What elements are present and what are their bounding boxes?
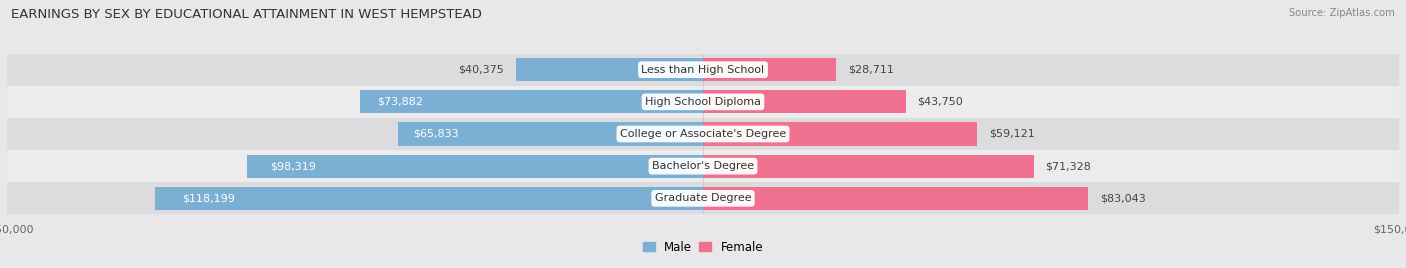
- Text: $43,750: $43,750: [918, 97, 963, 107]
- Bar: [247, 155, 703, 178]
- Bar: [155, 187, 703, 210]
- Bar: [703, 155, 1033, 178]
- Bar: [703, 90, 905, 113]
- Text: Source: ZipAtlas.com: Source: ZipAtlas.com: [1289, 8, 1395, 18]
- Text: $71,328: $71,328: [1046, 161, 1091, 171]
- Text: High School Diploma: High School Diploma: [645, 97, 761, 107]
- Bar: [703, 122, 977, 146]
- Text: EARNINGS BY SEX BY EDUCATIONAL ATTAINMENT IN WEST HEMPSTEAD: EARNINGS BY SEX BY EDUCATIONAL ATTAINMEN…: [11, 8, 482, 21]
- Text: Bachelor's Degree: Bachelor's Degree: [652, 161, 754, 171]
- Bar: [703, 187, 1088, 210]
- Bar: [398, 122, 703, 146]
- Text: $73,882: $73,882: [377, 97, 423, 107]
- Bar: [7, 150, 1399, 182]
- Text: $59,121: $59,121: [988, 129, 1035, 139]
- Text: Less than High School: Less than High School: [641, 65, 765, 75]
- Text: $28,711: $28,711: [848, 65, 894, 75]
- Text: College or Associate's Degree: College or Associate's Degree: [620, 129, 786, 139]
- Text: Graduate Degree: Graduate Degree: [655, 193, 751, 203]
- Text: $65,833: $65,833: [413, 129, 458, 139]
- Legend: Male, Female: Male, Female: [643, 240, 763, 254]
- Bar: [516, 58, 703, 81]
- Bar: [7, 182, 1399, 214]
- Bar: [7, 118, 1399, 150]
- Bar: [360, 90, 703, 113]
- Text: $118,199: $118,199: [181, 193, 235, 203]
- Text: $83,043: $83,043: [1099, 193, 1146, 203]
- Text: $40,375: $40,375: [458, 65, 505, 75]
- Bar: [703, 58, 837, 81]
- Bar: [7, 54, 1399, 86]
- Bar: [7, 86, 1399, 118]
- Text: $98,319: $98,319: [270, 161, 315, 171]
